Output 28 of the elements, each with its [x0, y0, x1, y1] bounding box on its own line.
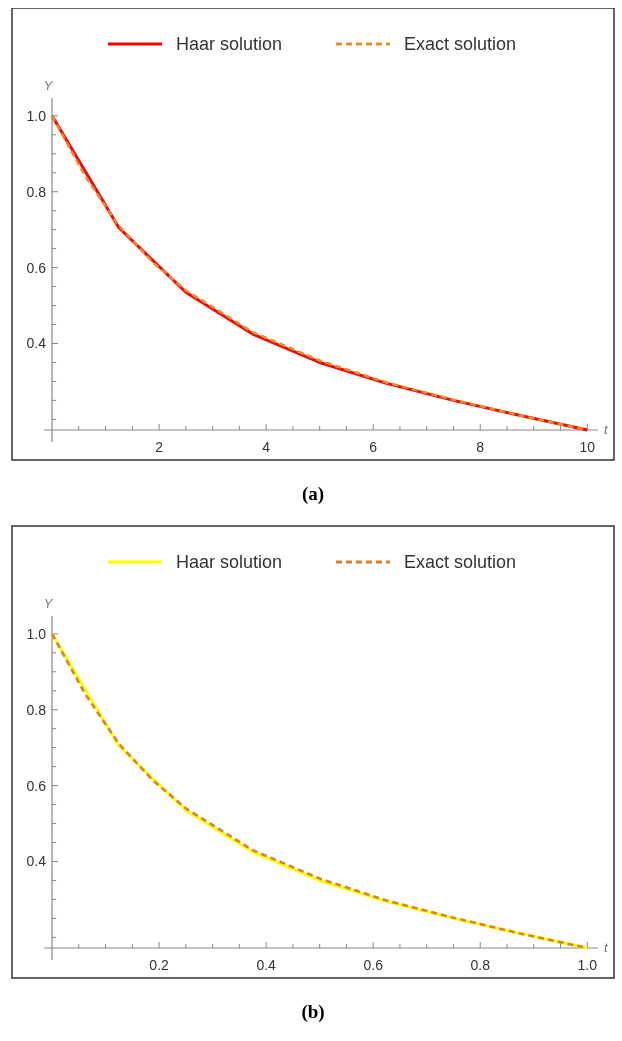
y-tick-label: 0.4 [26, 335, 47, 352]
x-tick-label: 6 [369, 439, 378, 455]
x-tick-label: 4 [262, 439, 271, 455]
y-tick-label: 0.6 [26, 777, 47, 794]
text: (a) [301, 483, 325, 505]
legend-label: Exact solution [404, 34, 517, 54]
legend-label: Haar solution [176, 34, 283, 54]
y-axis-title: Y [43, 78, 54, 93]
y-tick-label: 0.8 [26, 701, 47, 718]
text: (b) [301, 1001, 325, 1023]
y-tick-label: 1.0 [26, 625, 47, 642]
x-tick-label: 8 [476, 439, 485, 455]
y-axis-title: Y [43, 596, 54, 611]
x-tick-label: 2 [155, 439, 164, 455]
y-tick-label: 1.0 [26, 107, 47, 124]
x-tick-label: 0.6 [363, 957, 384, 973]
x-tick-label: 0.8 [470, 957, 491, 973]
legend-label: Haar solution [176, 552, 283, 572]
x-tick-label: 0.4 [256, 957, 277, 973]
legend-label: Exact solution [404, 552, 517, 572]
x-tick-label: 1.0 [577, 957, 598, 973]
x-tick-label: 0.2 [149, 957, 170, 973]
x-axis-title: t [604, 940, 609, 955]
y-tick-label: 0.6 [26, 259, 47, 276]
x-axis-title: t [604, 422, 609, 437]
y-tick-label: 0.8 [26, 183, 47, 200]
y-tick-label: 0.4 [26, 853, 47, 870]
x-tick-label: 10 [579, 439, 596, 455]
